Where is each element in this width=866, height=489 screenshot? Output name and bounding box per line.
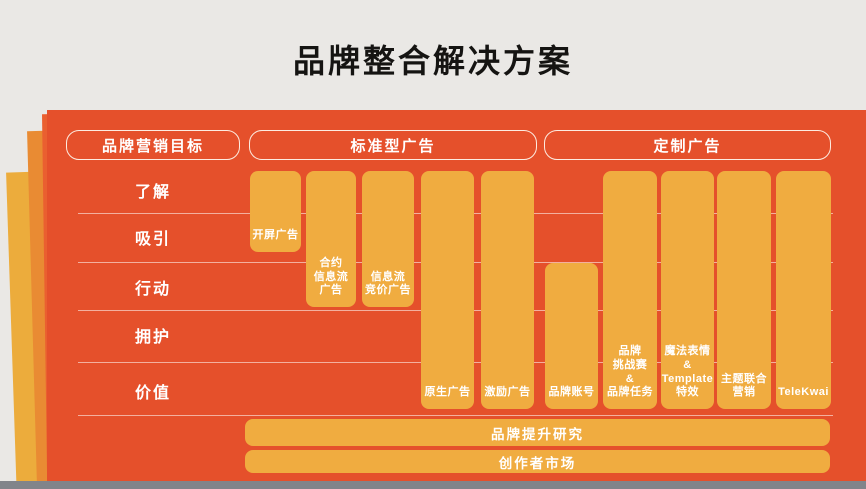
product-bar-splash-ad: 开屏广告	[250, 171, 301, 252]
stage-label-attract: 吸引	[134, 231, 171, 248]
product-bar-hashtag-challenge: 品牌 挑战赛 & 品牌任务	[603, 171, 657, 409]
header-brand-marketing-goal: 品牌营销目标	[66, 130, 240, 160]
stage-label-awareness: 了解	[134, 184, 171, 201]
stage-divider-line	[78, 415, 833, 416]
product-bar-native-ad: 原生广告	[421, 171, 474, 409]
footer-bar-brand-lift-study: 品牌提升研究	[245, 419, 830, 446]
product-bar-themed-campaign: 主题联合 营销	[717, 171, 771, 409]
product-bar-label: TeleKwai	[778, 386, 829, 399]
header-custom-ads: 定制广告	[544, 130, 831, 160]
slide-title: 品牌整合解决方案	[292, 43, 573, 79]
product-bar-brand-account: 品牌账号	[545, 263, 598, 409]
stage-label-value: 价值	[134, 385, 171, 402]
product-bar-label: 品牌账号	[548, 386, 595, 399]
product-bar-label: 信息流 竞价广告	[365, 270, 411, 297]
product-bar-magic-face-template: 魔法表情 & Template 特效	[661, 171, 714, 409]
product-bar-label: 合约 信息流 广告	[313, 256, 349, 297]
product-bar-label: 开屏广告	[252, 229, 299, 242]
product-bar-label: 品牌 挑战赛 & 品牌任务	[607, 345, 653, 399]
footer-bar-creator-marketplace: 创作者市场	[245, 450, 830, 473]
product-bar-label: 原生广告	[424, 386, 471, 399]
product-bar-contract-feed-ad: 合约 信息流 广告	[306, 171, 356, 307]
product-bar-telekwai: TeleKwai	[776, 171, 831, 409]
header-standard-ads: 标准型广告	[249, 130, 537, 160]
product-bar-rewarded-ad: 激励广告	[481, 171, 534, 409]
product-bar-label: 激励广告	[484, 386, 531, 399]
product-bar-label: 主题联合 营销	[721, 372, 767, 399]
stage-label-advocacy: 拥护	[134, 329, 171, 346]
product-bar-label: 魔法表情 & Template 特效	[661, 345, 714, 399]
product-bar-feed-bidding-ad: 信息流 竞价广告	[362, 171, 414, 307]
stage-label-action: 行动	[134, 281, 171, 298]
slide-bottom-strip	[0, 481, 866, 489]
